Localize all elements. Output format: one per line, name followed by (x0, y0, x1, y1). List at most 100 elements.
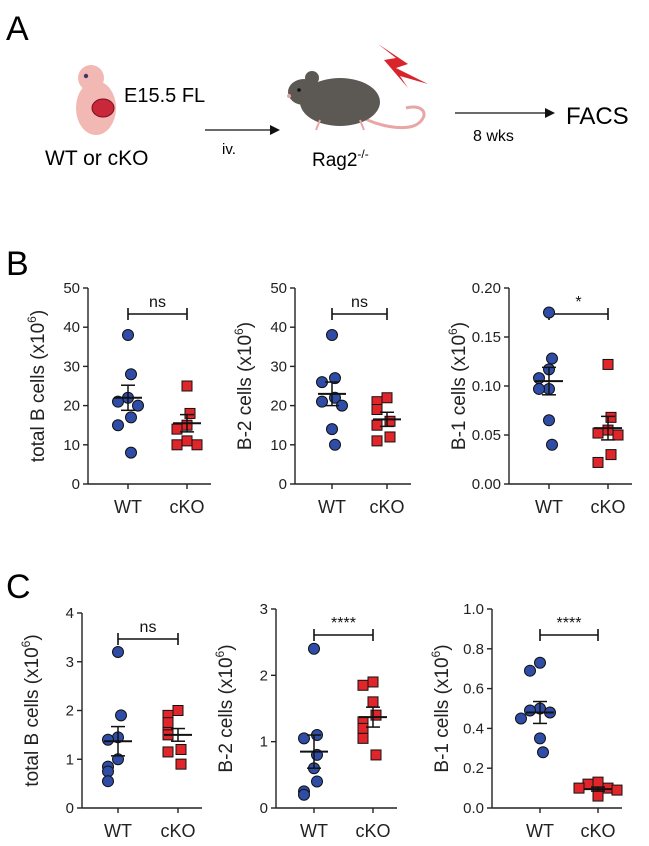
y-tick-label: 0.20 (472, 280, 501, 297)
panel-a: A E15.5 FL WT or cKO iv. Rag2-/- (6, 10, 629, 171)
time-label: 8 wks (473, 128, 514, 145)
y-axis-title: B-1 cells (x106) (429, 644, 453, 772)
recipient-base: Rag2 (312, 150, 357, 171)
data-point-wt (326, 329, 338, 342)
series-wt (298, 642, 328, 801)
y-tick-label: 0 (260, 800, 268, 817)
y-tick-label: 50 (270, 280, 287, 297)
data-point-cko (370, 709, 382, 721)
y-tick-label: 0.00 (472, 476, 501, 493)
embryo-icon (76, 65, 116, 135)
y-tick-label: 20 (270, 398, 287, 415)
series-cko (162, 705, 192, 770)
data-point-wt (308, 642, 320, 655)
y-tick-label: 0 (66, 800, 74, 817)
data-point-cko (357, 722, 369, 734)
x-category-label-wt: WT (300, 821, 328, 841)
y-axis-title-base: total B cells (x10 (28, 323, 49, 462)
y-axis-title-exponent: 6 (19, 640, 33, 647)
y-tick-label: 3 (66, 654, 74, 671)
fetal-liver-label: E15.5 FL (124, 85, 205, 107)
data-point-cko (371, 404, 383, 416)
chart-b2: 0 10 20 30 40 50 WT cKO B-2 cells (x106) ns (232, 280, 411, 517)
y-axis-title: B-1 cells (x106) (446, 322, 470, 450)
y-tick-label: 0.10 (472, 378, 501, 395)
recipient-label: Rag2-/- (312, 147, 369, 171)
x-category-label-cko: cKO (355, 821, 390, 841)
y-tick-label: 40 (63, 319, 80, 336)
data-point-wt (534, 656, 546, 669)
significance-label: **** (557, 615, 582, 632)
data-point-cko (175, 744, 187, 755)
data-point-cko (592, 456, 604, 468)
data-point-wt (537, 746, 549, 759)
y-axis-title: total B cells (x106) (25, 310, 49, 462)
data-point-cko (171, 439, 183, 451)
data-point-cko (602, 358, 614, 370)
series-wt (515, 656, 556, 759)
y-axis-title: B-2 cells (x106) (232, 322, 256, 450)
chart-c1: 0 1 2 3 4 WT cKO total B cells (x106) ns (19, 605, 202, 841)
data-point-wt (524, 664, 536, 677)
y-tick-label: 0.2 (463, 760, 484, 777)
data-point-cko (367, 696, 379, 708)
y-axis-title-base: B-2 cells (x10 (216, 657, 237, 772)
data-point-cko (612, 429, 624, 441)
data-point-cko (357, 732, 369, 744)
chart-c2: 0 1 2 3 WT cKO B-2 cells (x106) **** (213, 601, 397, 841)
data-point-wt (316, 395, 328, 408)
x-category-label-wt: WT (104, 821, 132, 841)
series-wt (112, 329, 144, 459)
x-category-label-cko: cKO (369, 497, 404, 517)
data-point-wt (546, 352, 558, 365)
x-category-label-cko: cKO (160, 821, 195, 841)
chart-b1: 0 10 20 30 40 50 WT cKO total B cells (x106) ns (25, 280, 211, 517)
data-point-wt (298, 788, 310, 801)
arrow-time-head (545, 108, 555, 118)
data-point-wt (329, 372, 341, 385)
data-point-cko (592, 776, 604, 788)
assay-label: FACS (566, 103, 629, 130)
y-tick-label: 1 (66, 751, 74, 768)
data-point-wt (112, 395, 124, 408)
y-axis-title: total B cells (x106) (19, 634, 43, 786)
data-point-wt (329, 438, 341, 451)
y-axis-title-close: ) (432, 644, 453, 650)
data-point-cko (162, 746, 174, 758)
data-point-cko (172, 705, 184, 716)
data-point-wt (534, 732, 546, 745)
y-tick-label: 0.15 (472, 329, 501, 346)
y-axis-title-exponent: 6 (25, 316, 39, 323)
y-tick-label: 50 (63, 280, 80, 297)
data-point-wt (132, 399, 144, 412)
y-axis-title-base: B-2 cells (x10 (235, 335, 256, 450)
y-tick-label: 3 (260, 601, 268, 618)
data-point-wt (546, 438, 558, 451)
y-tick-label: 0 (72, 476, 80, 493)
recipient-superscript: -/- (357, 147, 368, 161)
y-tick-label: 30 (63, 358, 80, 375)
y-axis-title-close: ) (449, 322, 470, 328)
panel-label-b: B (6, 245, 29, 283)
data-point-cko (573, 782, 585, 794)
series-wt (533, 306, 563, 451)
x-category-label-cko: cKO (169, 497, 204, 517)
injection-label: iv. (222, 141, 236, 158)
chart-b3: 0.00 0.05 0.10 0.15 0.20 WT cKO B-1 cells (x106… (446, 280, 632, 517)
y-axis-title-close: ) (216, 644, 237, 650)
data-point-wt (298, 732, 310, 745)
y-tick-label: 0.6 (463, 681, 484, 698)
x-category-label-cko: cKO (580, 821, 615, 841)
y-axis-title-base: B-1 cells (x10 (449, 335, 470, 450)
y-axis-title-close: ) (28, 310, 49, 316)
significance-label: **** (331, 615, 356, 632)
data-point-cko (191, 439, 203, 451)
data-point-wt (125, 446, 137, 459)
series-cko (592, 358, 624, 468)
data-point-cko (184, 407, 196, 419)
data-point-cko (171, 423, 183, 435)
data-point-wt (112, 419, 124, 432)
significance-label: ns (149, 294, 166, 311)
genotype-label: WT or cKO (45, 147, 148, 170)
